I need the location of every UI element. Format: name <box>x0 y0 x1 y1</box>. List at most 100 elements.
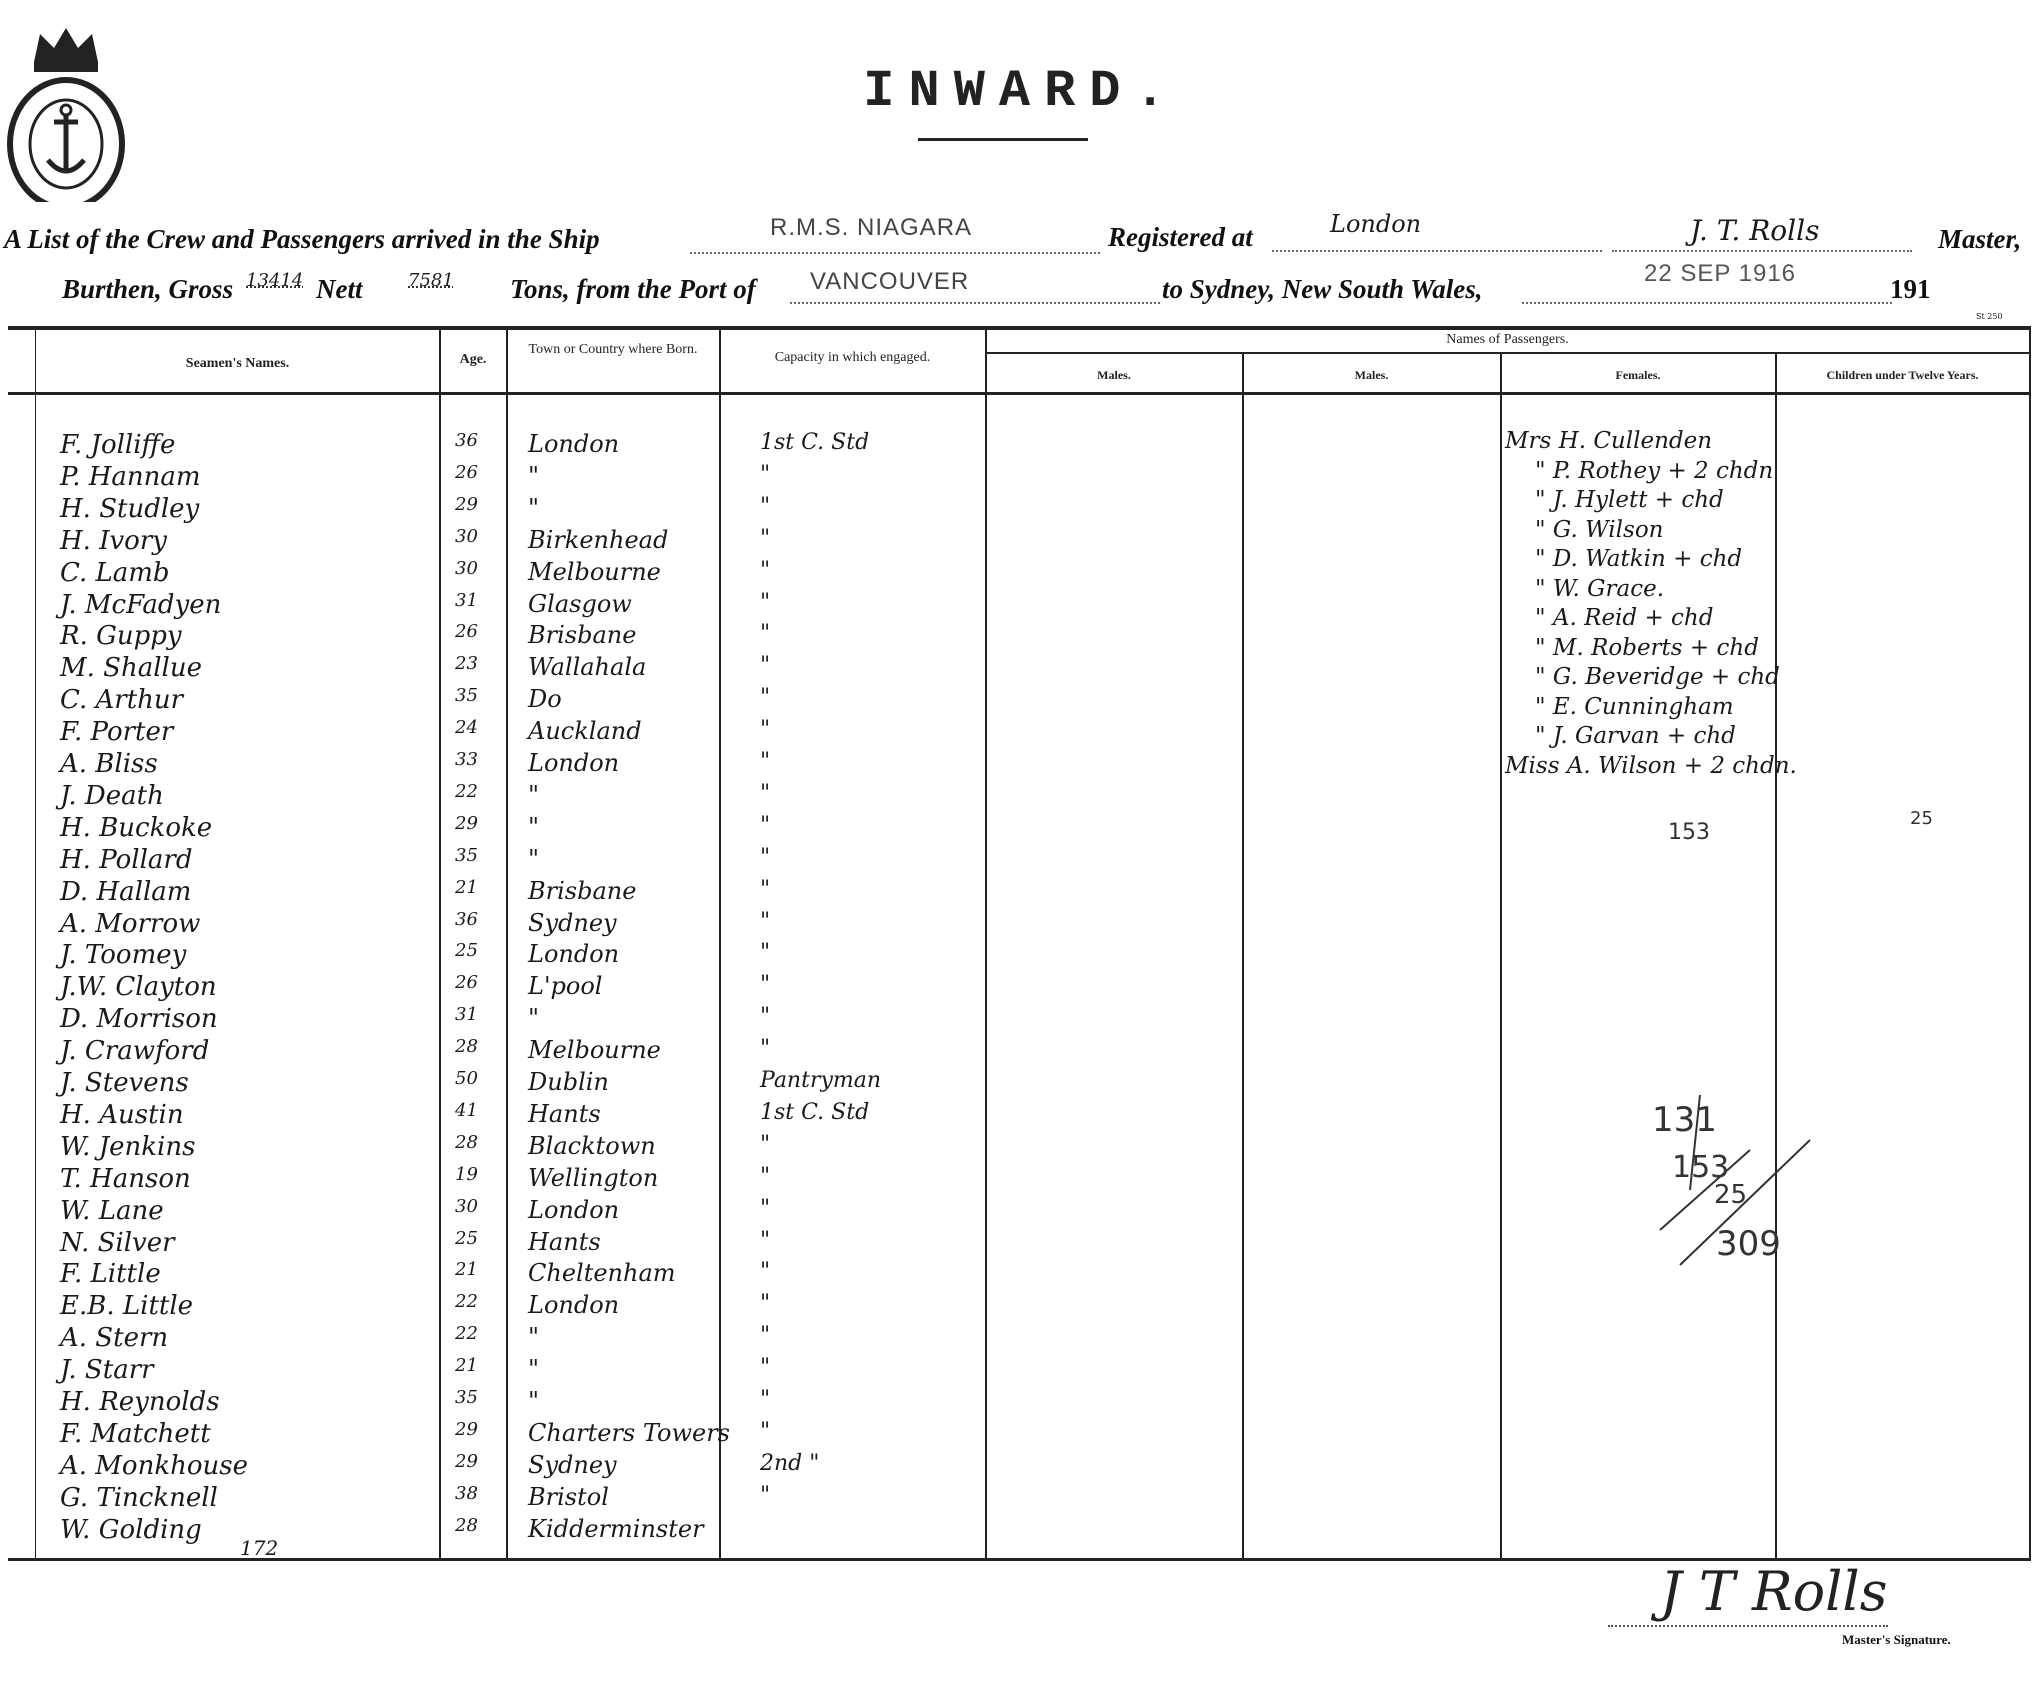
seaman-name: F. Little <box>60 1259 161 1290</box>
birthplace: Wellington <box>528 1163 659 1192</box>
seaman-name: J. McFadyen <box>60 589 222 620</box>
header-males: Males. <box>1097 368 1131 382</box>
column-divider <box>985 330 987 1558</box>
column-divider <box>1500 354 1502 1558</box>
seaman-name: W. Jenkins <box>60 1131 196 1162</box>
seaman-age: 22 <box>455 1323 478 1345</box>
column-divider <box>719 330 721 1558</box>
year-prefix: 191 <box>1890 274 1931 304</box>
seaman-age: 22 <box>455 780 478 802</box>
date-stamp: 22 SEP 1916 <box>1644 260 1797 287</box>
birthplace: " <box>528 1355 540 1384</box>
crew-row: C. Lamb 30 Melbourne " <box>0 558 2043 590</box>
capacity: " <box>760 525 771 551</box>
crew-row: H. Ivory 30 Birkenhead " <box>0 526 2043 558</box>
capacity: 1st C. Std <box>760 430 870 455</box>
capacity: " <box>760 621 771 647</box>
table-bottom-rule <box>8 1558 2031 1561</box>
crew-row: C. Arthur 35 Do " <box>0 685 2043 717</box>
page-title: INWARD. <box>863 62 1180 121</box>
female-passenger: " J. Hylett + chd <box>1535 487 1724 513</box>
female-passenger: " E. Cunningham <box>1535 693 1734 720</box>
seaman-age: 26 <box>455 972 478 994</box>
master-name: J. T. Rolls <box>1690 214 1820 247</box>
master-field-line <box>1612 250 1912 252</box>
seaman-name: J. Death <box>60 780 164 811</box>
capacity: " <box>760 717 771 743</box>
nett-label: Nett <box>316 274 363 304</box>
to-sydney-label: to Sydney, New South Wales, <box>1162 274 1483 304</box>
tally-2: 153 <box>1672 1150 1730 1185</box>
birthplace: Kidderminster <box>528 1514 704 1543</box>
crew-row: P. Hannam 26 " " <box>0 462 2043 494</box>
birthplace: Charters Towers <box>528 1418 730 1447</box>
capacity: " <box>760 812 771 838</box>
capacity: " <box>760 1482 771 1508</box>
seaman-name: F. Matchett <box>60 1418 211 1449</box>
seaman-age: 22 <box>455 1291 478 1313</box>
crew-row: A. Stern 22 " " <box>0 1323 2043 1355</box>
capacity: " <box>760 876 771 902</box>
capacity: " <box>760 1195 771 1221</box>
birthplace: Cheltenham <box>528 1259 676 1288</box>
seaman-name: R. Guppy <box>60 621 182 652</box>
capacity: " <box>760 1418 771 1444</box>
capacity: " <box>760 461 771 487</box>
birthplace: Blacktown <box>528 1131 656 1160</box>
crew-row: E.B. Little 22 London " <box>0 1291 2043 1323</box>
capacity: " <box>760 653 771 679</box>
seaman-age: 36 <box>455 908 478 930</box>
birthplace: Dublin <box>528 1068 609 1096</box>
birthplace: " <box>528 493 540 522</box>
ship-name: R.M.S. NIAGARA <box>770 214 973 241</box>
burthen-label: Burthen, Gross <box>62 274 234 304</box>
capacity: " <box>760 1036 771 1062</box>
seaman-name: C. Arthur <box>60 685 184 716</box>
date-field-line <box>1522 302 1892 304</box>
header-seamen-names: Seamen's Names. <box>185 356 290 371</box>
capacity: " <box>760 844 771 870</box>
seaman-name: H. Pollard <box>60 844 193 875</box>
header-capacity: Capacity in which engaged. <box>774 350 931 365</box>
seaman-name: J.W. Clayton <box>60 972 217 1003</box>
birthplace: London <box>528 1195 620 1224</box>
capacity: " <box>760 1323 771 1349</box>
seaman-age: 33 <box>455 749 478 770</box>
birthplace: " <box>528 844 540 873</box>
seaman-age: 29 <box>455 493 478 515</box>
crew-row: A. Morrow 36 Sydney " <box>0 909 2043 941</box>
seaman-age: 50 <box>455 1068 478 1089</box>
seaman-age: 35 <box>455 1387 478 1408</box>
female-passenger: " D. Watkin + chd <box>1535 546 1743 572</box>
crew-row: J. Death 22 " " <box>0 781 2043 813</box>
crew-row: T. Hanson 19 Wellington " <box>0 1164 2043 1196</box>
capacity: 1st C. Std <box>760 1099 870 1125</box>
capacity: " <box>760 780 771 806</box>
birthplace: Glasgow <box>528 589 632 618</box>
seaman-age: 28 <box>455 1514 478 1536</box>
seaman-age: 25 <box>455 1227 478 1249</box>
birthplace: Melbourne <box>528 1036 661 1065</box>
seaman-name: G. Tincknell <box>60 1482 218 1513</box>
port-name: VANCOUVER <box>810 268 970 295</box>
capacity: " <box>760 940 771 966</box>
crew-row: F. Little 21 Cheltenham " <box>0 1259 2043 1291</box>
birthplace: Hants <box>528 1227 601 1256</box>
list-caption: A List of the Crew and Passengers arrive… <box>4 224 600 254</box>
seaman-age: 30 <box>455 1195 478 1217</box>
female-passenger: Miss A. Wilson + 2 chdn. <box>1505 752 1797 779</box>
passenger-subheader-rule <box>985 352 2031 354</box>
crew-row: D. Morrison 31 " " <box>0 1004 2043 1036</box>
capacity: " <box>760 685 771 711</box>
column-divider <box>1242 354 1244 1558</box>
tally-strokes <box>1659 1094 1811 1266</box>
birthplace: Wallahala <box>528 653 647 682</box>
capacity: " <box>760 589 771 615</box>
registered-label: Registered at <box>1108 222 1253 252</box>
seaman-age: 30 <box>455 557 478 579</box>
seaman-age: 41 <box>455 1099 478 1121</box>
seaman-age: 35 <box>455 844 478 866</box>
birthplace: Sydney <box>528 908 617 937</box>
seaman-name: H. Buckoke <box>60 812 213 843</box>
capacity: " <box>760 493 771 519</box>
